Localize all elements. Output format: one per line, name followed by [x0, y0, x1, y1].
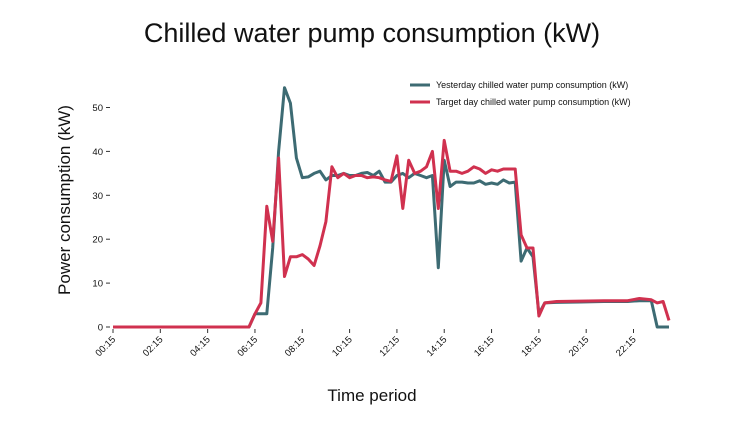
y-tick-label: 50	[92, 103, 103, 114]
x-tick-label: 02:15	[141, 334, 166, 359]
y-tick-label: 0	[98, 323, 103, 334]
x-tick-label: 00:15	[94, 334, 119, 359]
x-tick-label: 04:15	[188, 334, 213, 359]
series-layer	[113, 86, 671, 329]
x-tick-label: 18:15	[519, 334, 544, 359]
series-line-yesterday	[113, 86, 669, 329]
x-tick-label: 16:15	[472, 334, 497, 359]
x-axis-label: Time period	[327, 386, 416, 405]
x-tick-label: 06:15	[235, 334, 260, 359]
x-tick-label: 08:15	[283, 334, 308, 359]
legend: Yesterday chilled water pump consumption…	[410, 80, 631, 107]
x-tick-label: 20:15	[567, 334, 592, 359]
y-tick-label: 20	[92, 235, 103, 246]
y-axis-label: Power consumption (kW)	[55, 105, 74, 295]
x-tick-label: 22:15	[614, 334, 639, 359]
x-axis: 00:15 02:15 04:15 06:15 08:15 10:15 12:15 14:15…	[94, 329, 639, 359]
y-tick-label: 10	[92, 279, 103, 290]
x-tick-label: 10:15	[330, 334, 355, 359]
y-tick-label: 30	[92, 191, 103, 202]
y-tick-label: 40	[92, 147, 103, 158]
series-line-target	[113, 138, 671, 329]
y-axis: 0 10 20 30 40 50	[92, 103, 110, 334]
legend-label-yesterday: Yesterday chilled water pump consumption…	[436, 80, 628, 90]
x-tick-label: 14:15	[425, 334, 450, 359]
x-tick-label: 12:15	[377, 334, 402, 359]
chart-title: Chilled water pump consumption (kW)	[144, 18, 600, 48]
legend-label-target: Target day chilled water pump consumptio…	[436, 97, 631, 107]
